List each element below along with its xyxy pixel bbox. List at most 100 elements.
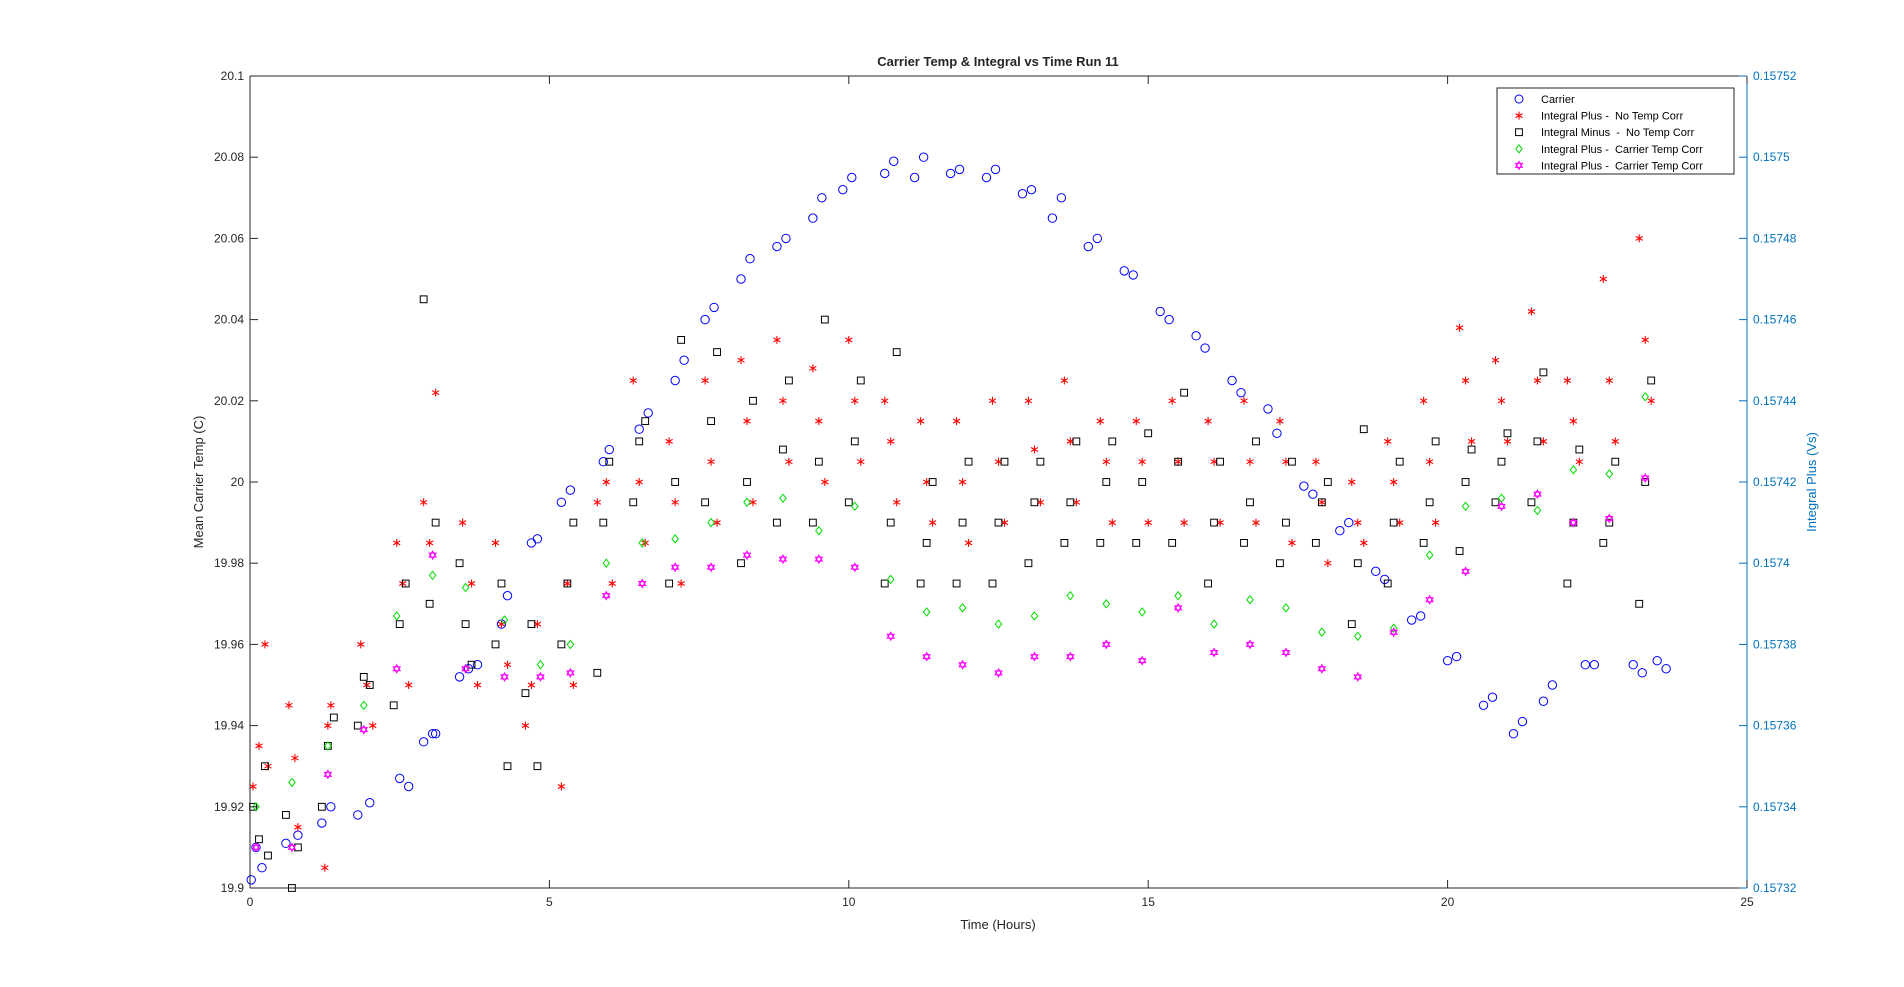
data-point [880,396,889,405]
data-point [566,639,575,650]
data-point [1527,498,1536,507]
data-point [785,376,793,385]
hexagram-triangle-up [886,631,896,639]
data-point [1605,518,1614,527]
data-point [916,417,925,426]
data-point [634,424,644,434]
data-point [1308,489,1318,499]
data-point [425,538,434,547]
data-point [327,701,335,710]
data-point [1252,518,1260,527]
data-point [401,579,410,588]
axes: 0 5 10 15 20 25 19.9 19.92 19.94 19.96 19.98 20 20.0… [214,69,1797,909]
data-point [1030,611,1039,621]
data-point [1605,376,1614,385]
data-point [1478,700,1489,710]
data-point [1451,651,1462,662]
data-point [1083,241,1094,252]
data-point [1102,598,1111,609]
data-point [892,348,901,356]
data-point [1599,539,1608,547]
data-point [1527,307,1536,316]
data-point [1575,457,1584,466]
legend-marker [1515,143,1523,154]
data-point [1209,647,1219,658]
data-point [1180,518,1188,527]
data-point [1442,655,1453,666]
data-point [1641,478,1650,486]
hexagram-triangle-down [601,593,611,601]
hexagram-triangle-up [850,562,860,570]
data-point [1497,457,1506,466]
data-point [1647,396,1655,405]
data-point [1036,457,1045,466]
data-point [1132,539,1141,547]
data-point [1635,599,1644,608]
data-point [563,579,572,588]
data-point [598,457,608,467]
legend-marker [1514,94,1524,104]
data-point [1547,680,1558,690]
right-y-tick-label: 0.15732 [1753,881,1797,895]
data-point [527,681,536,689]
data-point [1282,518,1290,527]
data-point [1138,478,1147,486]
data-point [1317,498,1326,507]
data-point [1168,539,1177,547]
hexagram-triangle-up [778,554,788,562]
y-tick-label: 20 [231,475,245,489]
data-point [536,659,545,670]
data-point [1353,631,1362,642]
data-point [773,518,781,527]
data-point [1635,234,1643,243]
data-point [1210,518,1218,527]
data-point [772,241,782,252]
data-point [419,295,428,304]
data-point [1461,376,1470,385]
series-2-asterisk [249,234,1655,872]
data-point [850,562,860,573]
data-point [261,762,269,771]
data-point [815,525,823,536]
hexagram-triangle-down [1569,520,1578,528]
hexagram-triangle-up [1353,671,1363,680]
data-point [1137,655,1147,666]
hexagram-triangle-up [1604,513,1614,522]
data-point [808,518,817,527]
data-point [1276,559,1284,568]
data-point [1155,306,1165,317]
data-point [353,810,363,820]
data-point [749,498,757,507]
data-point [472,660,483,670]
data-point [425,599,434,608]
hexagram-triangle-up [1173,602,1183,611]
data-point [1589,660,1600,670]
data-point [324,721,332,730]
hexagram-triangle-up [1209,647,1219,656]
data-point [1174,457,1182,466]
data-point [665,437,673,446]
hexagram-triangle-down [323,771,333,780]
data-point [665,579,674,588]
data-point [404,681,413,689]
data-point [1353,671,1363,682]
data-point [1461,501,1470,512]
data-point [886,518,895,527]
data-point [701,498,709,507]
data-point [773,335,781,344]
data-point [670,562,680,573]
data-point [419,498,428,507]
data-point [473,681,482,689]
data-point [749,396,757,405]
data-point [521,689,530,698]
hexagram-triangle-down [1066,654,1075,662]
hexagram-triangle-up [601,590,611,599]
data-point [671,478,680,486]
data-point [281,838,291,849]
data-point [1240,539,1248,547]
data-point [461,620,470,629]
data-point [1252,437,1260,446]
data-point [285,701,293,710]
data-point [709,302,719,313]
legend: Carrier Integral Plus - No Temp Corr Integ… [1496,87,1735,175]
